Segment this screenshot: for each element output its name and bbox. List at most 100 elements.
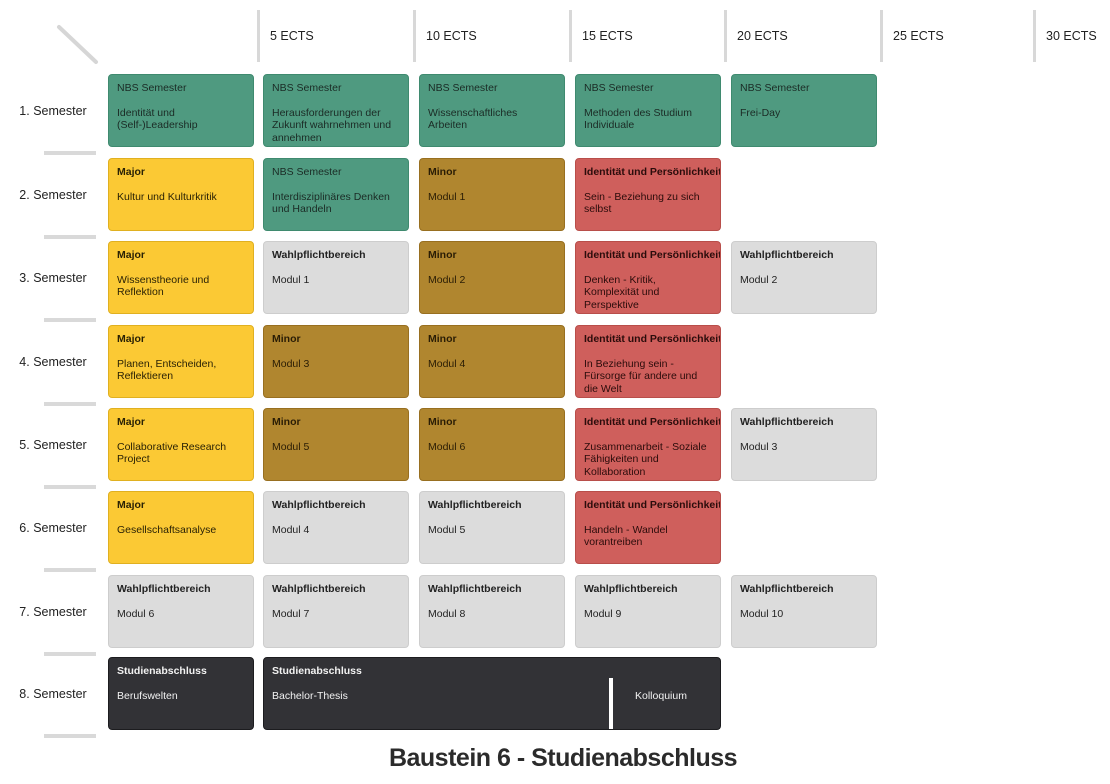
cell-title: Wahlpflichtbereich xyxy=(272,249,366,261)
cell-subtitle: Modul 4 xyxy=(428,357,466,370)
ects-header-label: 5 ECTS xyxy=(270,29,314,43)
cell-subtitle: Modul 5 xyxy=(272,440,310,453)
cell-subtitle: Wissenstheorie und Reflektion xyxy=(117,273,210,299)
module-cell-nbs: NBS Semester Identität und (Self-)Leaders… xyxy=(108,74,254,147)
cell-title: NBS Semester xyxy=(272,166,342,178)
cell-title: Studienabschluss xyxy=(117,665,207,677)
module-cell-major: Major Wissenstheorie und Reflektion xyxy=(108,241,254,314)
cell-title: NBS Semester xyxy=(428,82,498,94)
cell-subtitle: Modul 2 xyxy=(740,273,778,286)
module-cell-wahlpflicht: Wahlpflichtbereich Modul 5 xyxy=(419,491,565,564)
cell-title: Identität und Persönlichkeit xyxy=(584,499,721,511)
cell-subtitle: Modul 4 xyxy=(272,523,310,536)
ects-header-label: 10 ECTS xyxy=(426,29,477,43)
cell-title: Identität und Persönlichkeit xyxy=(584,333,721,345)
cell-title: NBS Semester xyxy=(117,82,187,94)
cell-title: Identität und Persönlichkeit xyxy=(584,416,721,428)
cell-title: Major xyxy=(117,166,146,178)
cell-title: Wahlpflichtbereich xyxy=(117,583,211,595)
cell-subtitle: Modul 9 xyxy=(584,607,622,620)
cell-subtitle: Methoden des Studium Individuale xyxy=(584,106,692,132)
cell-subtitle: Modul 10 xyxy=(740,607,784,620)
semester-separator xyxy=(44,652,96,656)
cell-title: Minor xyxy=(272,333,301,345)
semester-separator xyxy=(44,402,96,406)
cell-title: Major xyxy=(117,499,146,511)
module-cell-wahlpflicht: Wahlpflichtbereich Modul 4 xyxy=(263,491,409,564)
cell-title: Wahlpflichtbereich xyxy=(428,499,522,511)
module-cell-major: Major Planen, Entscheiden, Reflektieren xyxy=(108,325,254,398)
cell-subtitle: Wissenschaftliches Arbeiten xyxy=(428,106,518,132)
ects-header-label: 15 ECTS xyxy=(582,29,633,43)
module-cell-major: Major Kultur und Kulturkritik xyxy=(108,158,254,231)
cell-subtitle: Modul 8 xyxy=(428,607,466,620)
cell-subtitle: Zusammenarbeit - Soziale Fähigkeiten und… xyxy=(584,440,707,478)
ects-header-3: 15 ECTS xyxy=(569,10,633,62)
ects-header-label: 30 ECTS xyxy=(1046,29,1097,43)
cell-subtitle: Modul 3 xyxy=(740,440,778,453)
module-cell-wahlpflicht: Wahlpflichtbereich Modul 1 xyxy=(263,241,409,314)
cell-subtitle: Modul 1 xyxy=(428,190,466,203)
cell-title: Wahlpflichtbereich xyxy=(740,416,834,428)
studienabschluss-thesis-cell: Studienabschluss Bachelor-Thesis Kolloqu… xyxy=(263,657,721,730)
module-cell-minor: Minor Modul 4 xyxy=(419,325,565,398)
cell-title: Major xyxy=(117,416,146,428)
page-title: Baustein 6 - Studienabschluss xyxy=(388,744,738,772)
cell-subtitle: Modul 7 xyxy=(272,607,310,620)
module-cell-identitaet: Identität und Persönlichkeit Sein - Bezie… xyxy=(575,158,721,231)
cell-title: Wahlpflichtbereich xyxy=(272,499,366,511)
module-cell-nbs: NBS Semester Wissenschaftliches Arbeiten xyxy=(419,74,565,147)
cell-title: NBS Semester xyxy=(584,82,654,94)
semester-separator xyxy=(44,485,96,489)
module-cell-nbs: NBS Semester Herausforderungen der Zukunf… xyxy=(263,74,409,147)
module-cell-wahlpflicht: Wahlpflichtbereich Modul 7 xyxy=(263,575,409,648)
cell-title: Studienabschluss xyxy=(272,665,362,677)
cell-subtitle: Kultur und Kulturkritik xyxy=(117,190,217,203)
kolloquium-label: Kolloquium xyxy=(635,690,687,702)
cell-title: Wahlpflichtbereich xyxy=(740,249,834,261)
cell-title: Major xyxy=(117,333,146,345)
semester-separator xyxy=(44,235,96,239)
module-cell-nbs: NBS Semester Frei-Day xyxy=(731,74,877,147)
cell-subtitle: Interdisziplinäres Denken und Handeln xyxy=(272,190,390,216)
cell-subtitle: Modul 2 xyxy=(428,273,466,286)
module-cell-identitaet: Identität und Persönlichkeit Denken - Kri… xyxy=(575,241,721,314)
ects-header-2: 10 ECTS xyxy=(413,10,477,62)
ects-header-1: 5 ECTS xyxy=(257,10,314,62)
semester-label-3: 3. Semester xyxy=(19,271,87,285)
cell-subtitle: Modul 6 xyxy=(117,607,155,620)
semester-separator xyxy=(44,568,96,572)
cell-subtitle: Gesellschaftsanalyse xyxy=(117,523,217,536)
semester-separator xyxy=(44,318,96,322)
cell-title: Minor xyxy=(428,249,457,261)
ects-header-5: 25 ECTS xyxy=(880,10,944,62)
semester-label-1: 1. Semester xyxy=(19,104,87,118)
semester-label-7: 7. Semester xyxy=(19,605,87,619)
module-cell-major: Major Gesellschaftsanalyse xyxy=(108,491,254,564)
module-cell-nbs: NBS Semester Interdisziplinäres Denken un… xyxy=(263,158,409,231)
cell-subtitle: Collaborative Research Project xyxy=(117,440,227,466)
semester-label-4: 4. Semester xyxy=(19,355,87,369)
semester-separator xyxy=(44,734,96,738)
module-cell-wahlpflicht: Wahlpflichtbereich Modul 3 xyxy=(731,408,877,481)
ects-header-label: 20 ECTS xyxy=(737,29,788,43)
module-cell-wahlpflicht: Wahlpflichtbereich Modul 9 xyxy=(575,575,721,648)
cell-title: Minor xyxy=(428,333,457,345)
semester-separator xyxy=(44,151,96,155)
cell-subtitle: Identität und (Self-)Leadership xyxy=(117,106,198,132)
cell-subtitle: Denken - Kritik, Komplexität und Perspek… xyxy=(584,273,660,311)
cell-title: Minor xyxy=(428,166,457,178)
module-cell-minor: Minor Modul 3 xyxy=(263,325,409,398)
module-cell-identitaet: Identität und Persönlichkeit Zusammenarbe… xyxy=(575,408,721,481)
corner-diagonal-line xyxy=(57,25,98,64)
module-cell-minor: Minor Modul 5 xyxy=(263,408,409,481)
cell-subtitle: Modul 1 xyxy=(272,273,310,286)
cell-subtitle: Herausforderungen der Zukunft wahrnehmen… xyxy=(272,106,392,144)
thesis-kolloquium-divider xyxy=(609,678,613,729)
cell-subtitle: Frei-Day xyxy=(740,106,781,119)
cell-subtitle: Bachelor-Thesis xyxy=(272,689,348,702)
cell-title: NBS Semester xyxy=(740,82,810,94)
cell-subtitle: Planen, Entscheiden, Reflektieren xyxy=(117,357,217,383)
cell-subtitle: Modul 3 xyxy=(272,357,310,370)
studienabschluss-berufswelten-cell: Studienabschluss Berufswelten xyxy=(108,657,254,730)
